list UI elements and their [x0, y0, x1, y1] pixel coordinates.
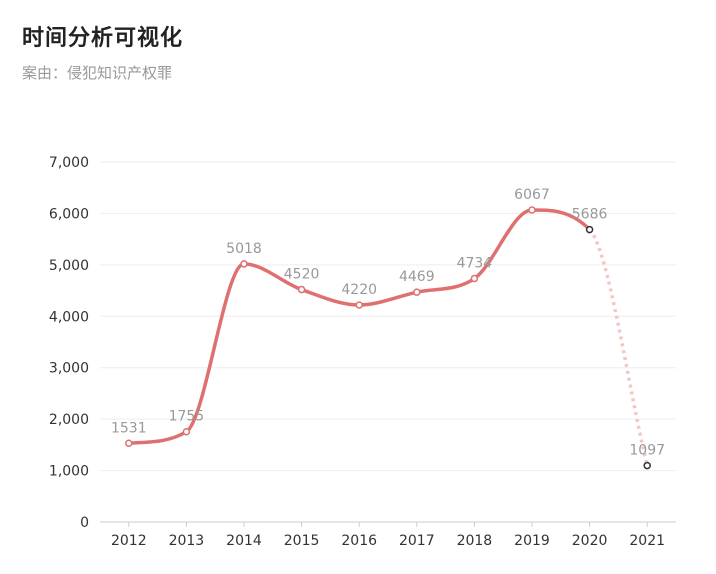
y-tick-label: 4,000 — [49, 309, 89, 325]
y-tick-label: 2,000 — [49, 412, 89, 428]
data-label: 4220 — [341, 282, 377, 298]
y-tick-label: 5,000 — [49, 258, 89, 274]
x-tick-label: 2012 — [111, 533, 147, 549]
x-tick-label: 2021 — [629, 533, 665, 549]
series-line — [127, 208, 592, 446]
x-tick-label: 2019 — [514, 533, 550, 549]
case-label: 案由： — [22, 64, 68, 82]
y-tick-label: 6,000 — [49, 206, 89, 222]
x-tick-label: 2017 — [399, 533, 435, 549]
data-point — [470, 274, 479, 283]
x-tick-label: 2018 — [457, 533, 493, 549]
y-tick-label: 3,000 — [49, 361, 89, 377]
projected-line — [588, 228, 649, 466]
data-point — [355, 301, 363, 309]
case-value: 侵犯知识产权罪 — [67, 64, 173, 82]
x-tick-label: 2014 — [226, 533, 262, 549]
data-label: 4469 — [399, 269, 435, 285]
data-point — [643, 461, 651, 470]
y-tick-label: 1,000 — [49, 464, 89, 480]
axes: 0 1,000 2,000 3,000 4,000 5,000 6,000 7,000 2012… — [49, 155, 676, 549]
x-tick-label: 2013 — [169, 533, 205, 549]
data-point — [528, 206, 536, 214]
series-lines — [127, 208, 649, 466]
data-points — [125, 206, 651, 470]
data-label: 4520 — [284, 267, 320, 283]
data-point — [125, 439, 133, 448]
data-label: 1531 — [111, 420, 147, 436]
y-tick-label: 7,000 — [49, 155, 89, 171]
data-labels: 1531 1755 5018 4520 4220 4469 4734 6067 5686 1097 — [111, 187, 665, 459]
data-point — [585, 225, 594, 234]
data-label: 5686 — [572, 207, 608, 223]
data-label: 4734 — [457, 256, 493, 272]
data-label: 1097 — [629, 443, 665, 459]
data-point — [413, 288, 421, 296]
data-point — [240, 260, 248, 268]
data-point — [182, 427, 191, 436]
case-subtitle: 案由：侵犯知识产权罪 — [22, 62, 172, 83]
x-tick-label: 2020 — [572, 533, 608, 549]
x-tick-label: 2015 — [284, 533, 320, 549]
data-label: 1755 — [169, 409, 205, 425]
data-label: 5018 — [226, 241, 262, 257]
page-title: 时间分析可视化 — [22, 26, 184, 51]
grid-lines — [100, 161, 676, 472]
y-tick-label: 0 — [80, 515, 89, 531]
data-point — [297, 285, 306, 294]
x-tick-label: 2016 — [341, 533, 377, 549]
data-label: 6067 — [514, 187, 550, 203]
